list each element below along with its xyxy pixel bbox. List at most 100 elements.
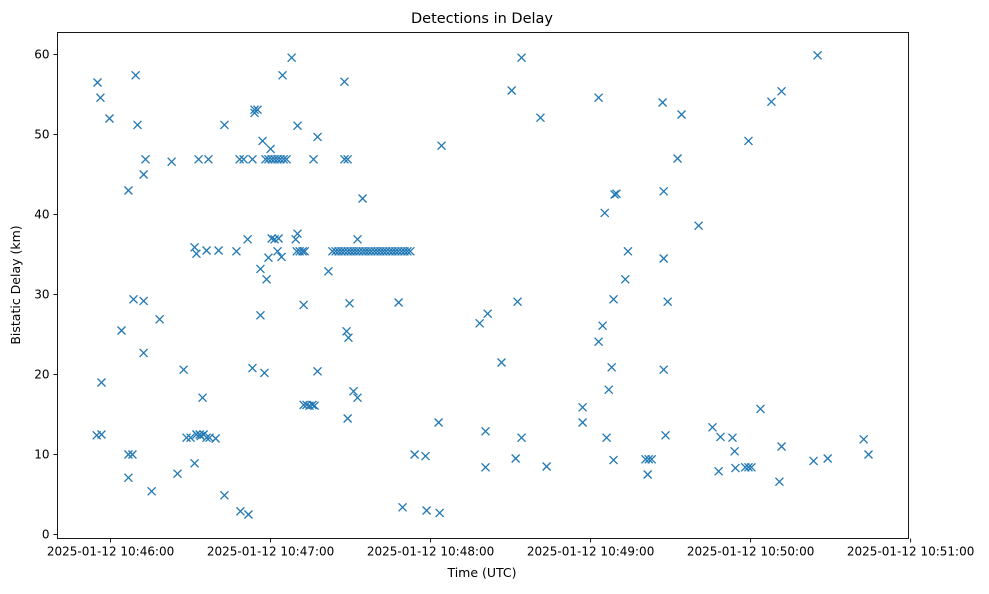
data-point-x-marker: [746, 462, 756, 472]
y-tick-label: 50: [34, 128, 49, 142]
data-point-x-marker: [644, 454, 654, 464]
data-point-x-marker: [602, 433, 612, 443]
data-point-x-marker: [620, 274, 630, 284]
data-point-x-marker: [277, 252, 286, 262]
data-point-x-marker: [273, 246, 282, 256]
data-point-x-marker: [202, 246, 212, 255]
data-point-x-marker: [343, 414, 353, 423]
x-tick-label: 2025-01-12 10:49:00: [527, 545, 654, 559]
data-point-x-marker: [600, 208, 610, 218]
data-point-x-marker: [578, 418, 588, 427]
data-point-x-marker: [594, 93, 604, 103]
data-point-x-marker: [517, 433, 526, 443]
x-tick-label: 2025-01-12 10:51:00: [847, 545, 974, 559]
data-point-x-marker: [105, 114, 114, 123]
data-point-x-marker: [239, 154, 249, 164]
data-point-x-marker: [475, 318, 485, 328]
y-tick-label: 10: [34, 448, 49, 462]
data-point-x-marker: [190, 458, 200, 468]
data-point-x-marker: [179, 365, 189, 375]
data-point-x-marker: [267, 234, 277, 243]
data-point-x-marker: [730, 463, 740, 473]
data-point-x-marker: [235, 154, 245, 164]
data-point-x-marker: [402, 246, 412, 256]
data-point-x-marker: [511, 454, 521, 463]
data-point-x-marker: [202, 433, 212, 443]
data-point-x-marker: [659, 186, 669, 196]
data-point-x-marker: [339, 154, 349, 164]
data-point-x-marker: [123, 450, 133, 459]
data-point-x-marker: [313, 366, 322, 376]
data-point-x-marker: [343, 333, 353, 343]
data-point-x-marker: [716, 432, 725, 442]
data-point-x-marker: [422, 506, 432, 515]
data-point-x-marker: [339, 77, 349, 87]
data-point-x-marker: [247, 154, 257, 164]
data-point-x-marker: [95, 93, 105, 103]
data-point-x-marker: [139, 348, 149, 358]
data-point-x-marker: [190, 242, 200, 252]
data-point-x-marker: [349, 386, 358, 396]
data-point-x-marker: [813, 50, 823, 60]
y-tick-label: 30: [34, 288, 49, 302]
data-point-x-marker: [131, 70, 141, 80]
data-point-x-marker: [481, 426, 490, 436]
data-point-x-marker: [607, 362, 617, 372]
data-point-x-marker: [661, 430, 671, 440]
plot-area-frame: [57, 32, 909, 539]
data-point-x-marker: [287, 53, 297, 63]
y-axis-label: Bistatic Delay (km): [8, 225, 23, 344]
data-point-x-marker: [250, 105, 260, 115]
data-point-x-marker: [262, 274, 272, 284]
data-point-x-marker: [214, 246, 224, 255]
data-point-x-marker: [623, 246, 633, 256]
data-point-x-marker: [186, 433, 196, 443]
data-point-x-marker: [744, 462, 753, 472]
data-point-x-marker: [864, 450, 873, 459]
data-point-x-marker: [259, 368, 269, 378]
data-point-x-marker: [604, 385, 614, 395]
data-point-x-marker: [728, 433, 737, 443]
data-point-x-marker: [663, 297, 673, 307]
data-point-x-marker: [293, 229, 302, 239]
y-tick-label: 0: [42, 528, 50, 542]
data-point-x-marker: [255, 310, 265, 320]
data-point-x-marker: [542, 462, 552, 471]
data-point-x-marker: [141, 154, 150, 164]
x-tick-label: 2025-01-12 10:50:00: [687, 545, 814, 559]
data-point-x-marker: [266, 144, 276, 154]
y-tick-label: 60: [34, 48, 49, 62]
data-point-x-marker: [307, 400, 317, 410]
data-point-x-marker: [643, 470, 653, 479]
data-point-x-marker: [117, 326, 126, 335]
data-point-x-marker: [358, 194, 368, 203]
data-point-x-marker: [744, 136, 753, 146]
data-point-x-marker: [598, 321, 608, 331]
data-point-x-marker: [859, 434, 869, 444]
data-point-x-marker: [673, 154, 683, 163]
data-point-x-marker: [405, 246, 415, 256]
data-point-x-marker: [198, 393, 208, 403]
data-point-x-marker: [219, 120, 229, 130]
x-tick-label: 2025-01-12 10:46:00: [47, 545, 174, 559]
data-point-x-marker: [437, 141, 446, 151]
data-point-x-marker: [353, 234, 362, 244]
data-point-x-marker: [173, 469, 182, 479]
data-point-x-marker: [97, 378, 106, 387]
chart-title: Detections in Delay: [411, 11, 553, 27]
data-point-x-marker: [659, 254, 669, 263]
data-point-x-marker: [809, 456, 819, 466]
data-point-x-marker: [714, 466, 724, 476]
data-point-x-marker: [299, 300, 309, 310]
data-point-x-marker: [394, 298, 404, 307]
data-point-x-marker: [298, 246, 308, 256]
data-point-x-marker: [247, 363, 257, 373]
data-point-x-marker: [139, 170, 149, 179]
data-point-x-marker: [434, 418, 444, 427]
data-point-x-marker: [609, 294, 619, 304]
data-point-x-marker: [127, 450, 137, 459]
data-point-x-marker: [235, 506, 245, 516]
data-point-x-marker: [730, 446, 740, 456]
data-point-x-marker: [278, 70, 288, 80]
data-point-x-marker: [658, 98, 668, 107]
